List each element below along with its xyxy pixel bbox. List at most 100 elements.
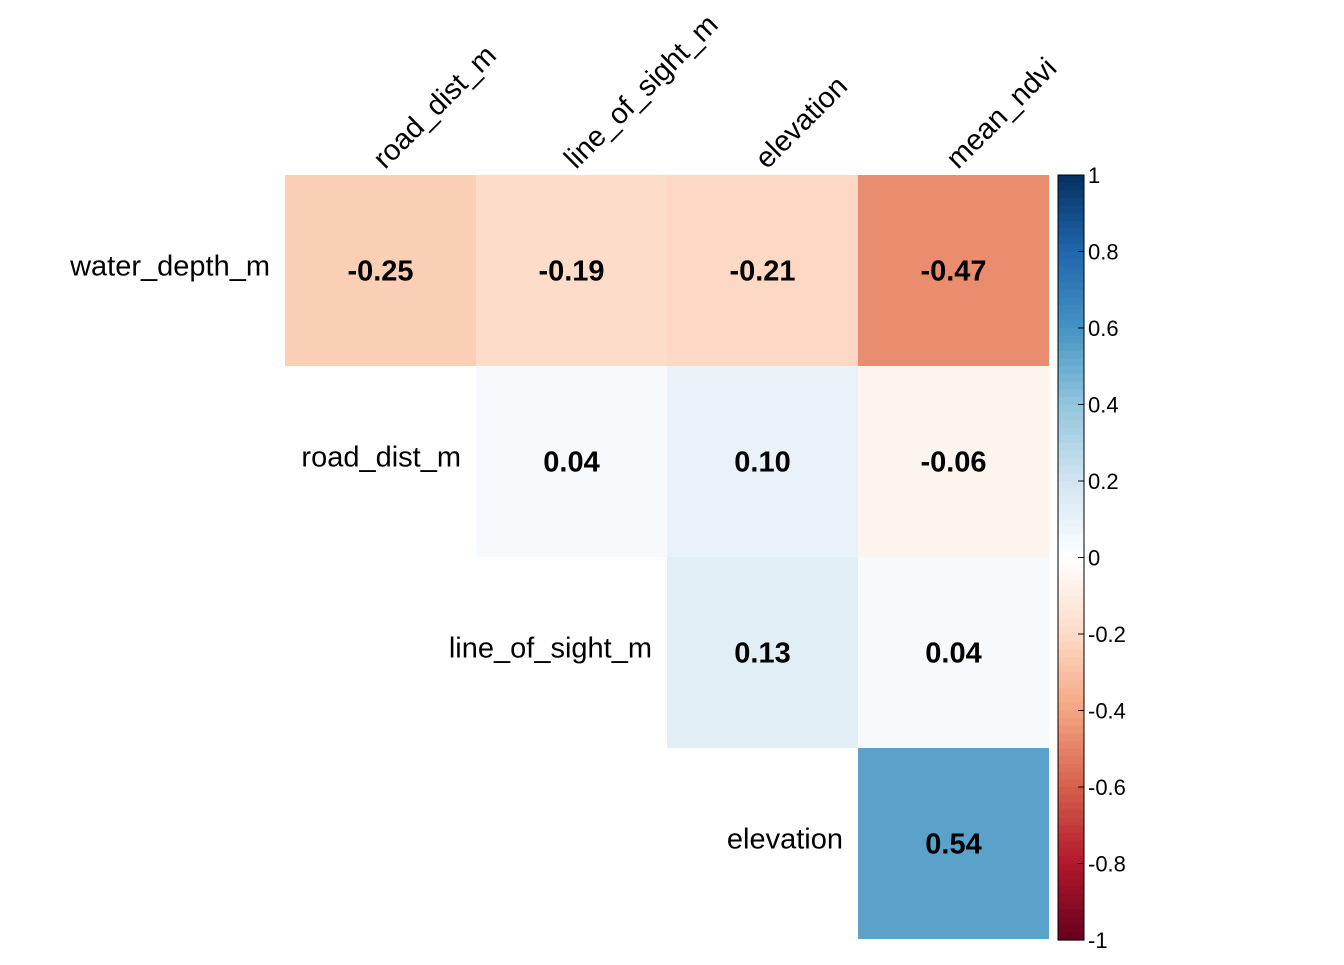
heatmap-cell [858, 175, 1049, 366]
color-scale-segment [1058, 565, 1084, 574]
color-scale-segment [1058, 832, 1084, 842]
heatmap-cell [667, 175, 858, 366]
color-scale-segment [1058, 488, 1084, 497]
color-scale-segment [1058, 817, 1084, 826]
color-scale-segment [1058, 871, 1084, 880]
color-scale-segment [1058, 695, 1084, 704]
color-scale-segment [1058, 320, 1084, 329]
color-scale-segment [1058, 182, 1084, 191]
color-scale-segment [1058, 481, 1084, 490]
color-scale-segment [1058, 718, 1084, 727]
color-scale-segment [1058, 251, 1084, 260]
color-scale-tick-label: -0.8 [1088, 852, 1126, 877]
column-label: elevation [749, 70, 854, 175]
color-scale-segment [1058, 419, 1084, 429]
color-scale-segment [1058, 289, 1084, 298]
color-scale-segment [1058, 213, 1084, 222]
color-scale-segment [1058, 748, 1084, 757]
color-scale-segment [1058, 549, 1084, 559]
color-scale-segment [1058, 190, 1084, 199]
color-scale-segment [1058, 297, 1084, 306]
color-scale-segment [1058, 473, 1084, 482]
color-scale-segment [1058, 236, 1084, 245]
color-scale-segment [1058, 909, 1084, 918]
color-scale-segment [1058, 266, 1084, 276]
heatmap-cell [476, 175, 667, 366]
color-scale-segment [1058, 412, 1084, 421]
color-scale-segment [1058, 634, 1084, 643]
color-scale-tick-label: -0.6 [1088, 775, 1126, 800]
color-scale-segment [1058, 855, 1084, 865]
color-scale-segment [1058, 595, 1084, 604]
color-scale-tick-label: 0.6 [1088, 316, 1119, 341]
cell-value-label: -0.19 [538, 256, 604, 288]
color-scale-segment [1058, 427, 1084, 436]
color-scale-segment [1058, 863, 1084, 872]
row-label: line_of_sight_m [449, 633, 652, 665]
color-scale-tick-label: 0.2 [1088, 469, 1119, 494]
column-label: mean_ndvi [940, 52, 1063, 175]
color-scale-segment [1058, 220, 1084, 230]
color-scale-segment [1058, 626, 1084, 635]
color-scale-segment [1058, 588, 1084, 597]
color-scale-segment [1058, 534, 1084, 543]
color-scale-segment [1058, 764, 1084, 773]
color-scale-segment [1058, 205, 1084, 214]
color-scale-segment [1058, 611, 1084, 620]
color-scale-segment [1058, 825, 1084, 834]
color-scale-segment [1058, 465, 1084, 474]
column-label: line_of_sight_m [558, 9, 724, 175]
color-scale-segment [1058, 672, 1084, 681]
color-scale-segment [1058, 649, 1084, 658]
color-scale-segment [1058, 274, 1084, 283]
color-scale-segment [1058, 496, 1084, 505]
color-scale-segment [1058, 503, 1084, 513]
color-scale-tick-label: 0.8 [1088, 240, 1119, 265]
color-scale-legend: -1 -0.8 -0.6 -0.4 -0.2 0 0.2 0.4 0.6 0.8 1 [1057, 163, 1126, 953]
color-scale-tick-label: 1 [1088, 163, 1100, 188]
heatmap-cell [858, 366, 1049, 557]
heatmap-cell [285, 175, 476, 366]
color-scale-segment [1058, 702, 1084, 712]
color-scale-tick-label: 0 [1088, 546, 1100, 571]
color-scale-segment [1058, 840, 1084, 849]
color-scale-segment [1058, 848, 1084, 857]
cell-value-label: 0.10 [734, 447, 790, 479]
color-scale-segment [1058, 771, 1084, 780]
color-scale-segment [1058, 350, 1084, 360]
color-scale-segment [1058, 404, 1084, 413]
color-scale-segment [1058, 282, 1084, 291]
color-scale-tick-label: -1 [1088, 928, 1108, 953]
color-scale-segment [1058, 756, 1084, 765]
color-scale-segment [1058, 687, 1084, 696]
color-scale-segment [1058, 557, 1084, 566]
heatmap-cell [858, 748, 1049, 939]
color-scale-segment [1058, 373, 1084, 383]
cell-value-label: -0.21 [729, 256, 795, 288]
color-scale-segment [1058, 794, 1084, 803]
color-scale-segment [1058, 243, 1084, 253]
heatmap-cell [476, 366, 667, 557]
color-scale-segment [1058, 603, 1084, 612]
color-scale-segment [1058, 710, 1084, 719]
color-scale-segment [1058, 656, 1084, 666]
cell-value-label: 0.54 [925, 829, 981, 861]
color-scale-segment [1058, 924, 1084, 933]
color-scale-tick-label: 0.4 [1088, 393, 1119, 418]
color-scale-segment [1058, 312, 1084, 321]
color-scale-segment [1058, 932, 1084, 941]
color-scale-segment [1058, 580, 1084, 589]
color-scale-segment [1058, 733, 1084, 742]
color-scale-segment [1058, 358, 1084, 367]
color-scale-segment [1058, 802, 1084, 811]
color-scale-segment [1058, 450, 1084, 459]
row-label: road_dist_m [301, 442, 461, 474]
cell-value-label: -0.25 [347, 256, 413, 288]
color-scale-segment [1058, 779, 1084, 788]
heatmap-cell [667, 557, 858, 748]
cell-value-label: 0.13 [734, 638, 790, 670]
row-label: elevation [727, 824, 843, 856]
cell-value-label: -0.06 [920, 447, 986, 479]
color-scale-segment [1058, 259, 1084, 268]
color-scale-segment [1058, 381, 1084, 390]
